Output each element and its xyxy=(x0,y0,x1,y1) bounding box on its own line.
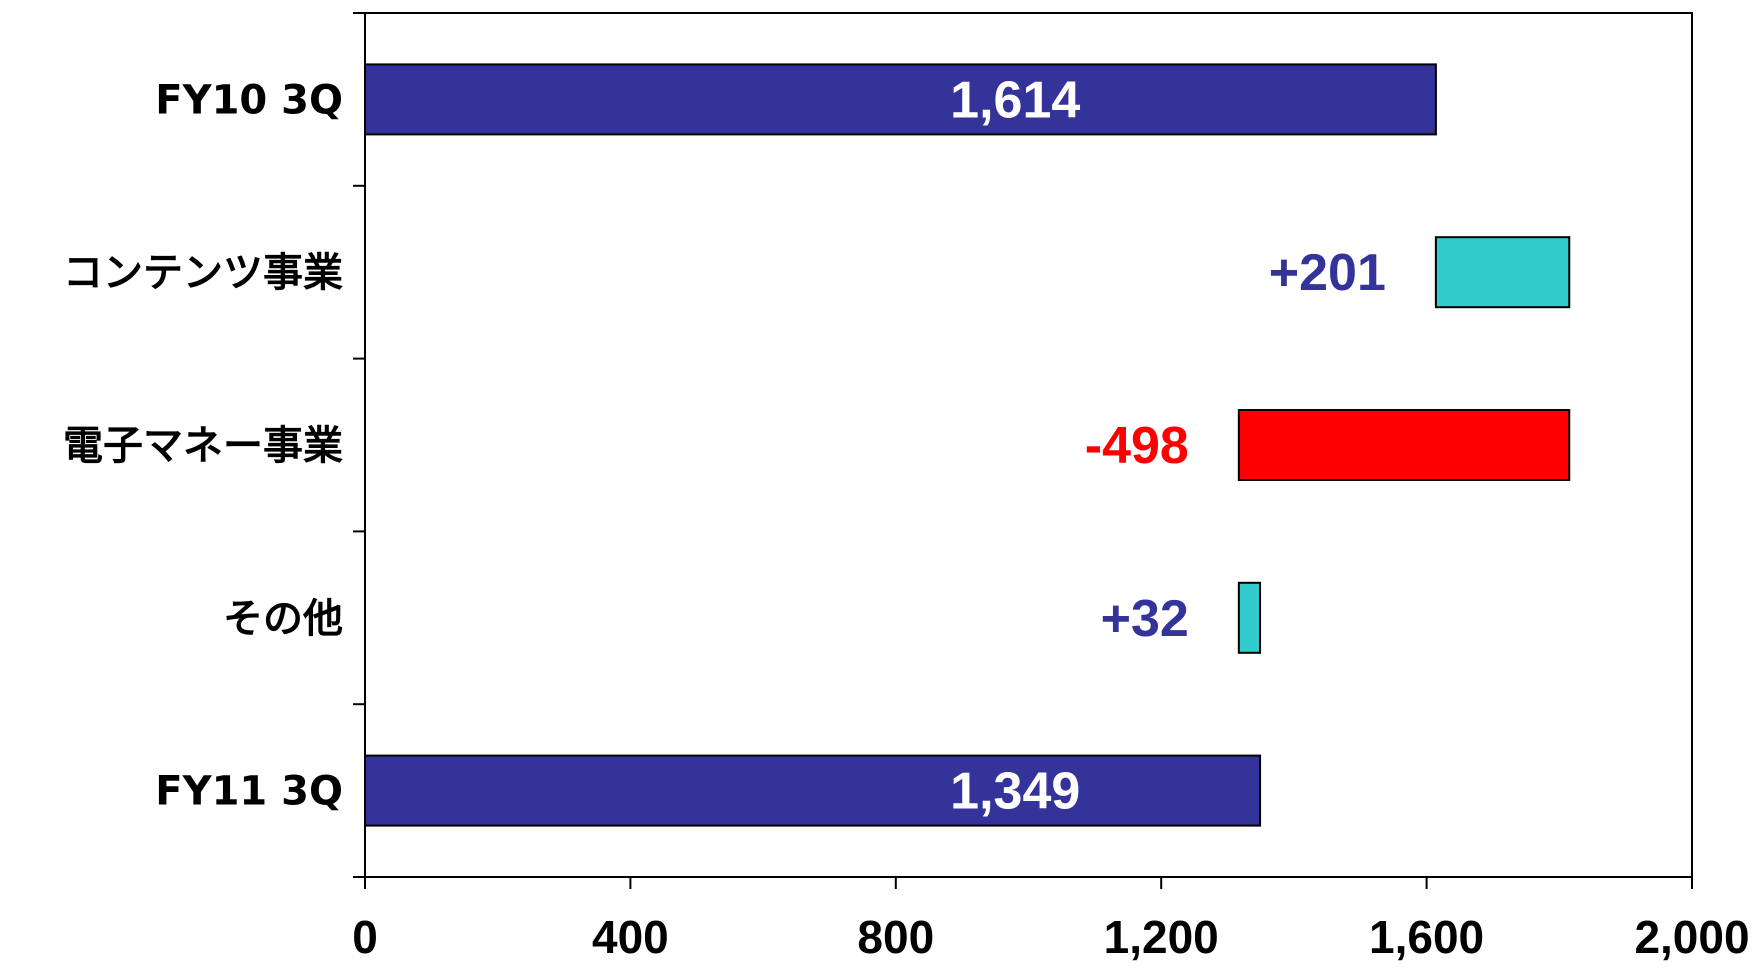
data-label: +32 xyxy=(1101,590,1189,648)
bar-increase xyxy=(1434,236,1571,309)
plot-border xyxy=(364,12,1693,878)
category-label: コンテンツ事業 xyxy=(63,250,343,296)
category-label: FY11 3Q xyxy=(155,769,343,815)
data-label: 1,349 xyxy=(950,763,1080,821)
x-tick-label: 800 xyxy=(857,911,934,963)
data-label: +201 xyxy=(1269,244,1386,302)
y-axis xyxy=(353,12,365,878)
x-tick-label: 1,600 xyxy=(1369,911,1484,963)
value-labels: 1,614 +201 -498 +32 1,349 xyxy=(950,71,1386,820)
category-label: FY10 3Q xyxy=(155,77,343,123)
x-tick-label: 0 xyxy=(352,911,378,963)
x-tick-label: 1,200 xyxy=(1104,911,1219,963)
data-label: 1,614 xyxy=(950,71,1080,129)
bar-total xyxy=(364,63,1437,136)
plot-frame xyxy=(364,12,1693,878)
x-tick-label: 2,000 xyxy=(1634,911,1749,963)
data-label: -498 xyxy=(1085,417,1189,475)
category-label: 電子マネー事業 xyxy=(63,423,343,469)
bar-increase xyxy=(1237,581,1262,654)
x-axis xyxy=(364,877,1693,889)
category-label: その他 xyxy=(223,596,343,642)
bars xyxy=(364,63,1571,827)
bar-decrease xyxy=(1237,409,1571,481)
bar-total xyxy=(364,754,1262,827)
x-tick-labels: 0 400 800 1,200 1,600 2,000 xyxy=(352,911,1749,963)
x-tick-label: 400 xyxy=(592,911,669,963)
